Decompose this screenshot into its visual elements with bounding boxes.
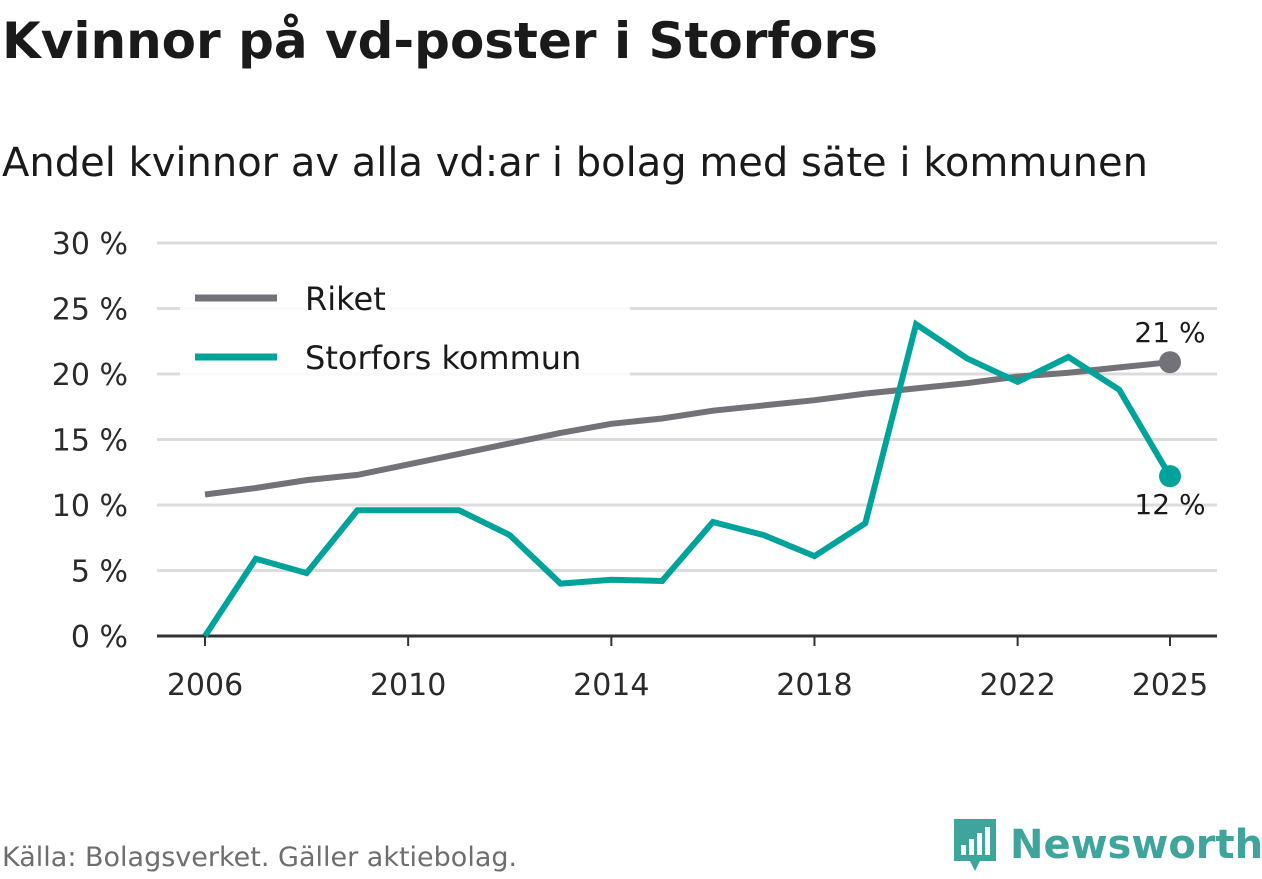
source-note: Källa: Bolagsverket. Gäller aktiebolag.: [2, 842, 518, 873]
x-tick-label-2014: 2014: [573, 668, 649, 703]
series-lines: [202, 319, 1181, 638]
legend-label-1: Storfors kommun: [305, 339, 581, 377]
y-tick-label-20: 20 %: [52, 358, 128, 393]
legend-label-0: Riket: [305, 280, 386, 318]
newsworthy-logo-icon: [954, 819, 996, 871]
series-line-1: [202, 319, 1173, 638]
x-axis: 2006 2010 2014 2018 2022 2025: [157, 634, 1217, 703]
y-tick-label-25: 25 %: [52, 293, 128, 328]
x-tick-label-2022: 2022: [979, 668, 1055, 703]
chart-subtitle: Andel kvinnor av alla vd:ar i bolag med …: [2, 140, 1148, 186]
chart-title: Kvinnor på vd-poster i Storfors: [2, 12, 878, 70]
y-tick-label-15: 15 %: [52, 424, 128, 459]
brand-logo: Newsworthy: [950, 815, 1262, 875]
x-tick-label-2010: 2010: [370, 668, 446, 703]
series-end-point-1: [1159, 465, 1181, 488]
y-tick-label-0: 0 %: [71, 620, 128, 655]
y-tick-label-10: 10 %: [52, 489, 128, 524]
x-tick-label-2018: 2018: [776, 668, 852, 703]
end-labels: 21 % 12 %: [1134, 316, 1205, 521]
brand-name: Newsworthy: [1010, 822, 1262, 868]
y-axis-tick-labels: 0 % 5 % 10 % 15 % 20 % 25 % 30 %: [52, 227, 128, 655]
y-tick-label-5: 5 %: [71, 555, 128, 590]
legend: Riket Storfors kommun: [180, 268, 630, 383]
x-tick-label-2025: 2025: [1132, 668, 1208, 703]
end-label-1: 12 %: [1134, 488, 1205, 521]
y-tick-label-30: 30 %: [52, 227, 128, 262]
end-label-0: 21 %: [1134, 316, 1205, 349]
series-end-point-0: [1159, 351, 1181, 374]
x-tick-label-2006: 2006: [167, 668, 243, 703]
